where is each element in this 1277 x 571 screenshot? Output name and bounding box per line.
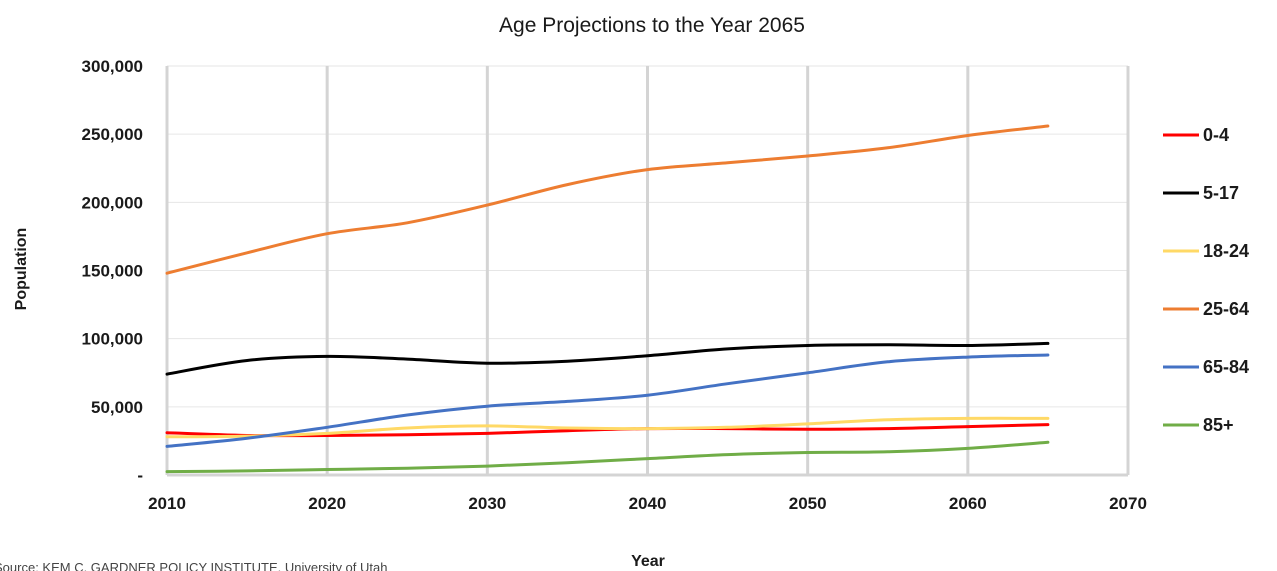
legend-label: 0-4 [1203, 125, 1229, 145]
series-line-85+ [165, 440, 1050, 474]
series-line-18-24 [165, 416, 1050, 439]
y-tick-label: 300,000 [82, 57, 143, 76]
x-tick-label: 2020 [308, 494, 346, 513]
x-tick-label: 2030 [468, 494, 506, 513]
series-line-5-17 [165, 341, 1050, 376]
legend: 0-4 5-17 18-24 25-64 65-84 85+ [1163, 125, 1249, 435]
y-tick-label: 250,000 [82, 125, 143, 144]
legend-label: 85+ [1203, 415, 1234, 435]
x-tick-label: 2040 [629, 494, 667, 513]
source-note: Source: KEM C. GARDNER POLICY INSTITUTE,… [0, 560, 387, 571]
series-line-65-84 [165, 353, 1050, 448]
x-tick-label: 2050 [789, 494, 827, 513]
legend-label: 18-24 [1203, 241, 1249, 261]
x-tick-label: 2060 [949, 494, 987, 513]
x-axis-label: Year [631, 553, 665, 570]
axes: - 50,000 100,000 150,000 200,000 250,000 300,0… [82, 57, 1147, 513]
y-tick-label: 100,000 [82, 330, 143, 349]
series-line-25-64 [165, 124, 1050, 275]
legend-label: 5-17 [1203, 183, 1239, 203]
legend-label: 65-84 [1203, 357, 1249, 377]
y-tick-label: 150,000 [82, 262, 143, 281]
series-lines [165, 124, 1050, 474]
y-tick-label: 50,000 [91, 398, 143, 417]
grid [167, 65, 1130, 475]
chart-title: Age Projections to the Year 2065 [499, 14, 805, 37]
x-tick-label: 2070 [1109, 494, 1147, 513]
y-tick-label: 200,000 [82, 193, 143, 212]
legend-label: 25-64 [1203, 299, 1249, 319]
y-tick-label: - [137, 466, 143, 485]
x-tick-label: 2010 [148, 494, 186, 513]
y-axis-label: Population [13, 228, 30, 311]
